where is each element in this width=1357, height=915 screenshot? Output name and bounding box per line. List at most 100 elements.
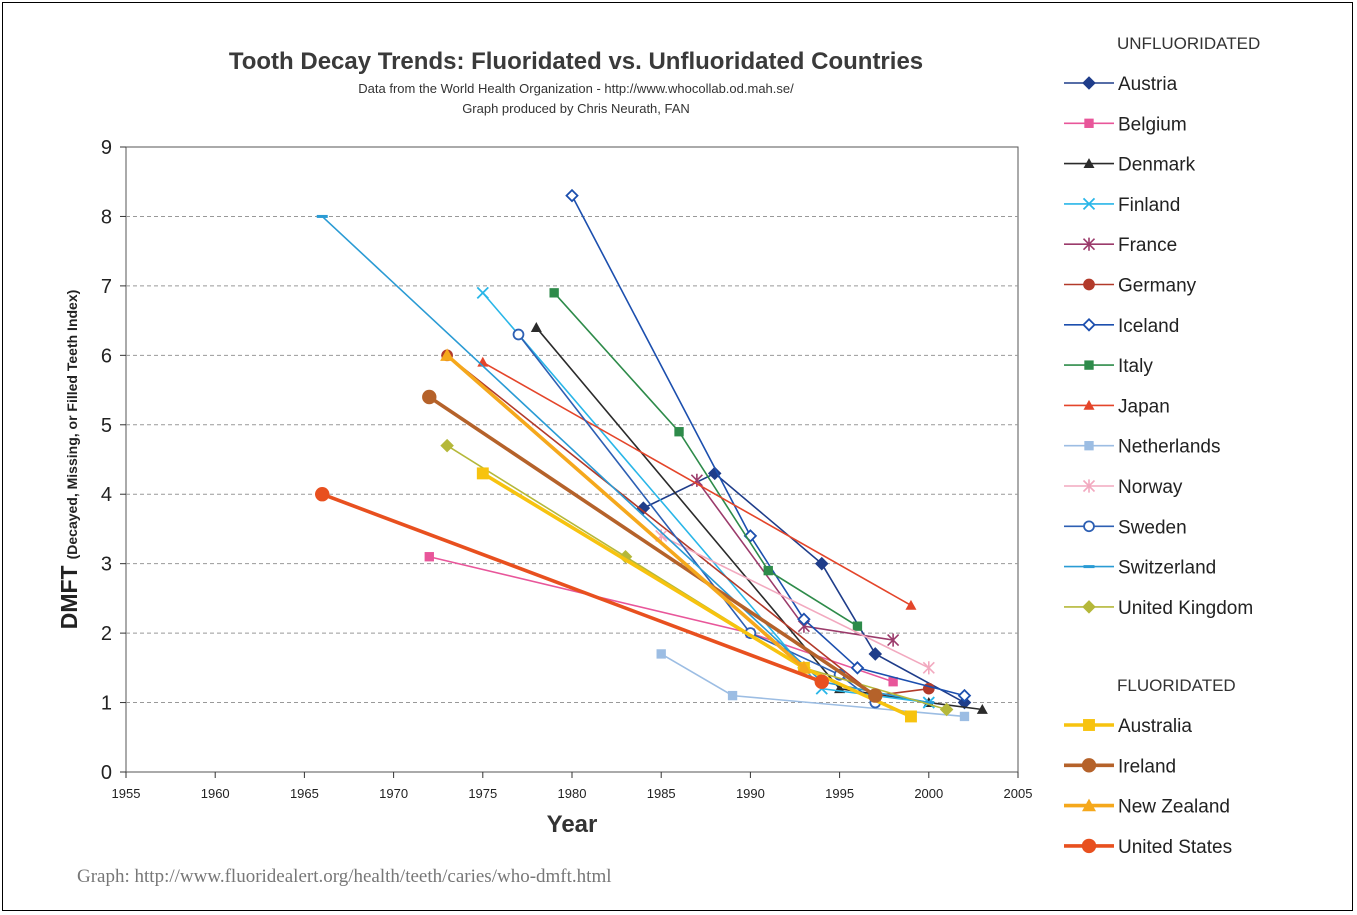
marker-shape (814, 556, 829, 571)
legend-swatch-marker (1083, 278, 1095, 291)
marker-shape (959, 711, 970, 722)
y-tick-label: 2 (101, 623, 112, 645)
series-ireland (422, 389, 883, 703)
marker-shape (976, 704, 988, 714)
data-point-austria (957, 695, 972, 710)
x-tick-label: 1965 (290, 786, 319, 801)
legend-item-norway: Norway (1064, 477, 1183, 498)
series-line-norway (660, 535, 930, 669)
marker-shape (939, 702, 954, 717)
marker-shape (887, 633, 900, 647)
legend-label: Ireland (1118, 756, 1176, 777)
x-tick-label: 1975 (468, 786, 497, 801)
chart-title: Tooth Decay Trends: Fluoridated vs. Unfl… (229, 48, 923, 75)
marker-shape (922, 661, 935, 675)
legend-label: Iceland (1118, 316, 1179, 337)
data-point-united-states (315, 487, 330, 502)
data-point-iceland (565, 188, 579, 203)
legend-item-united-states: United States (1064, 837, 1232, 858)
legend-swatch-marker (1083, 719, 1095, 731)
marker-shape (1083, 399, 1095, 410)
legend-label: Sweden (1118, 517, 1187, 538)
legend-label: United States (1118, 837, 1232, 858)
marker-shape (674, 427, 684, 437)
data-point-finland (476, 286, 489, 299)
x-axis-title: Year (547, 811, 598, 838)
y-axis-title: DMFT (Decayed, Missing, or Filled Teeth I… (56, 290, 82, 630)
marker-shape (707, 466, 722, 481)
marker-shape (868, 688, 883, 703)
y-tick-label: 1 (101, 693, 112, 715)
legend-item-austria: Austria (1064, 74, 1178, 95)
series-line-ireland (428, 395, 877, 698)
marker-shape (905, 710, 917, 723)
data-point-italy (852, 621, 863, 631)
data-point-austria (707, 466, 722, 481)
data-point-iceland (797, 612, 811, 626)
x-tick-label: 1995 (825, 786, 854, 801)
marker-shape (957, 688, 972, 703)
marker-shape (1082, 479, 1096, 493)
data-point-denmark (976, 704, 988, 714)
x-tick-label: 1960 (201, 786, 230, 801)
x-tick-label: 2005 (1004, 786, 1033, 801)
x-tick-label: 1980 (558, 786, 587, 801)
data-point-netherlands (959, 711, 970, 722)
legend-swatch-marker (1083, 520, 1095, 533)
legend-item-germany: Germany (1064, 276, 1197, 297)
marker-shape (1084, 118, 1094, 128)
marker-shape (422, 389, 437, 405)
x-tick-label: 1955 (112, 786, 141, 801)
data-point-france (887, 633, 900, 647)
plot-frame (125, 146, 1019, 773)
marker-shape (1083, 278, 1095, 291)
marker-shape (476, 286, 489, 299)
legend-item-switzerland: Switzerland (1064, 558, 1216, 579)
legend-item-iceland: Iceland (1064, 316, 1179, 337)
data-point-japan (905, 599, 917, 610)
marker-shape (1083, 158, 1095, 168)
y-tick-label: 4 (101, 484, 112, 506)
series-layer (315, 188, 988, 723)
series-line-denmark (535, 327, 983, 711)
legend-item-united-kingdom: United Kingdom (1064, 598, 1253, 619)
data-point-italy (549, 288, 559, 298)
series-netherlands (656, 649, 970, 722)
legend-swatch-marker (1081, 838, 1097, 854)
legend-item-denmark: Denmark (1064, 155, 1196, 176)
legend-label: Norway (1118, 477, 1183, 498)
marker-shape (549, 288, 559, 298)
legend: UNFLUORIDATED Austria Belgium Denmark Finlan… (1064, 34, 1260, 858)
data-point-belgium (888, 677, 898, 687)
chart-subtitle-line-2: Graph produced by Chris Neurath, FAN (462, 101, 690, 116)
legend-swatch-marker (1082, 318, 1096, 332)
data-point-belgium (424, 552, 434, 562)
legend-label: France (1118, 235, 1177, 256)
marker-shape (1083, 520, 1095, 533)
legend-item-ireland: Ireland (1064, 756, 1176, 777)
legend-item-australia: Australia (1064, 716, 1192, 737)
data-point-australia (905, 710, 917, 723)
marker-shape (888, 677, 898, 687)
x-tick-label: 1970 (379, 786, 408, 801)
series-new-zealand (440, 348, 811, 674)
data-point-france (690, 473, 703, 487)
marker-shape (690, 473, 703, 487)
marker-shape (440, 438, 454, 453)
legend-swatch-marker (1083, 158, 1095, 168)
y-axis-title-sub: (Decayed, Missing, or Filled Teeth Index… (64, 290, 80, 560)
y-tick-label: 7 (101, 276, 112, 298)
legend-label: Italy (1118, 356, 1153, 377)
data-point-new-zealand (440, 348, 455, 361)
data-point-austria (814, 556, 829, 571)
y-tick-label: 5 (101, 415, 112, 437)
data-point-united-kingdom (939, 702, 954, 717)
legend-item-netherlands: Netherlands (1064, 437, 1220, 458)
legend-swatch-marker (1082, 237, 1096, 251)
marker-shape (1081, 838, 1097, 854)
data-point-sweden (512, 328, 525, 341)
y-tick-label: 8 (101, 206, 112, 228)
data-point-iceland (957, 688, 972, 703)
data-point-iceland (850, 661, 865, 675)
